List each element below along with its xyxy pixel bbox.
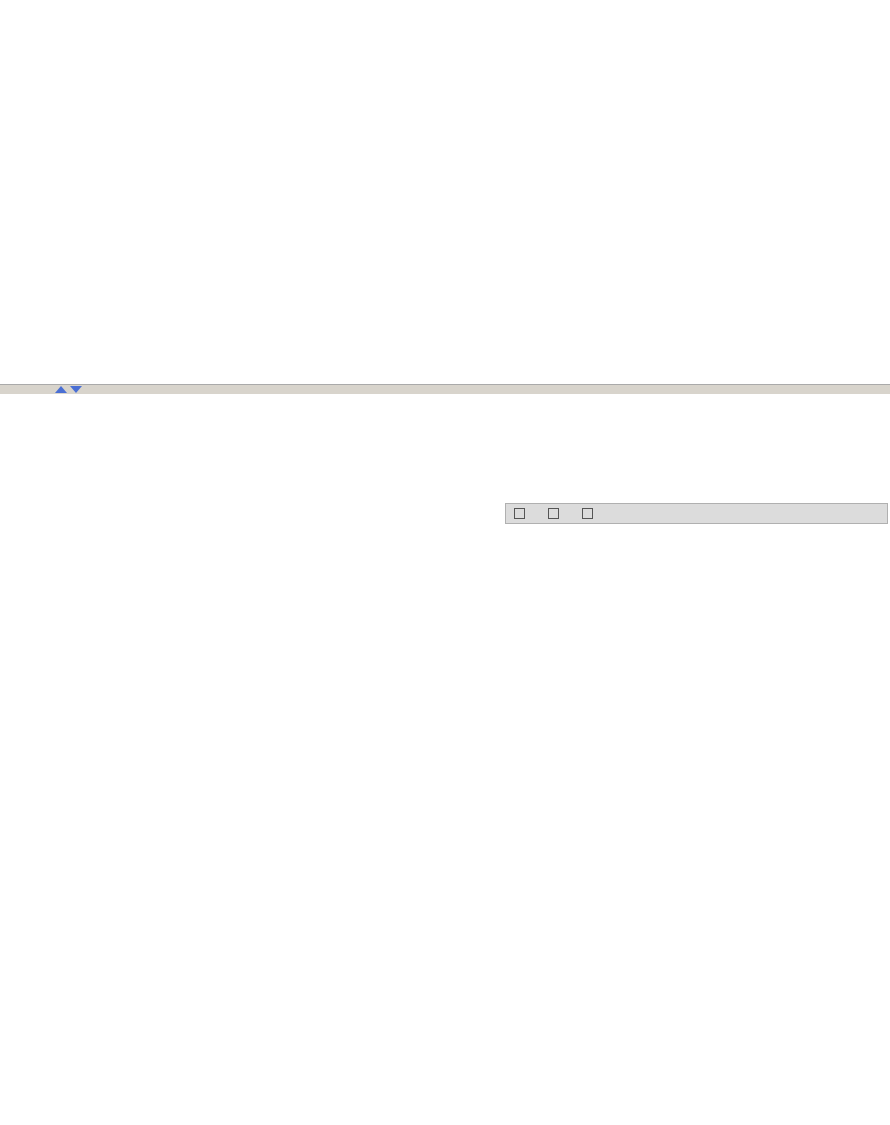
legend-item-open-interest bbox=[616, 512, 635, 515]
pane-divider bbox=[0, 384, 890, 394]
legend-item-small-spec bbox=[548, 508, 564, 519]
open-interest-line-icon bbox=[616, 512, 630, 515]
commercial-swatch-icon bbox=[582, 508, 593, 519]
large-spec-swatch-icon bbox=[514, 508, 525, 519]
legend-item-commercial bbox=[582, 508, 598, 519]
scroll-down-icon[interactable] bbox=[70, 386, 82, 393]
scroll-up-icon[interactable] bbox=[55, 386, 67, 393]
cot-legend bbox=[505, 503, 888, 524]
volume-chart-svg bbox=[0, 384, 890, 500]
legend-item-large-spec bbox=[514, 508, 530, 519]
price-chart-svg bbox=[0, 0, 890, 384]
cot-chart-svg bbox=[0, 528, 890, 1020]
small-spec-swatch-icon bbox=[548, 508, 559, 519]
